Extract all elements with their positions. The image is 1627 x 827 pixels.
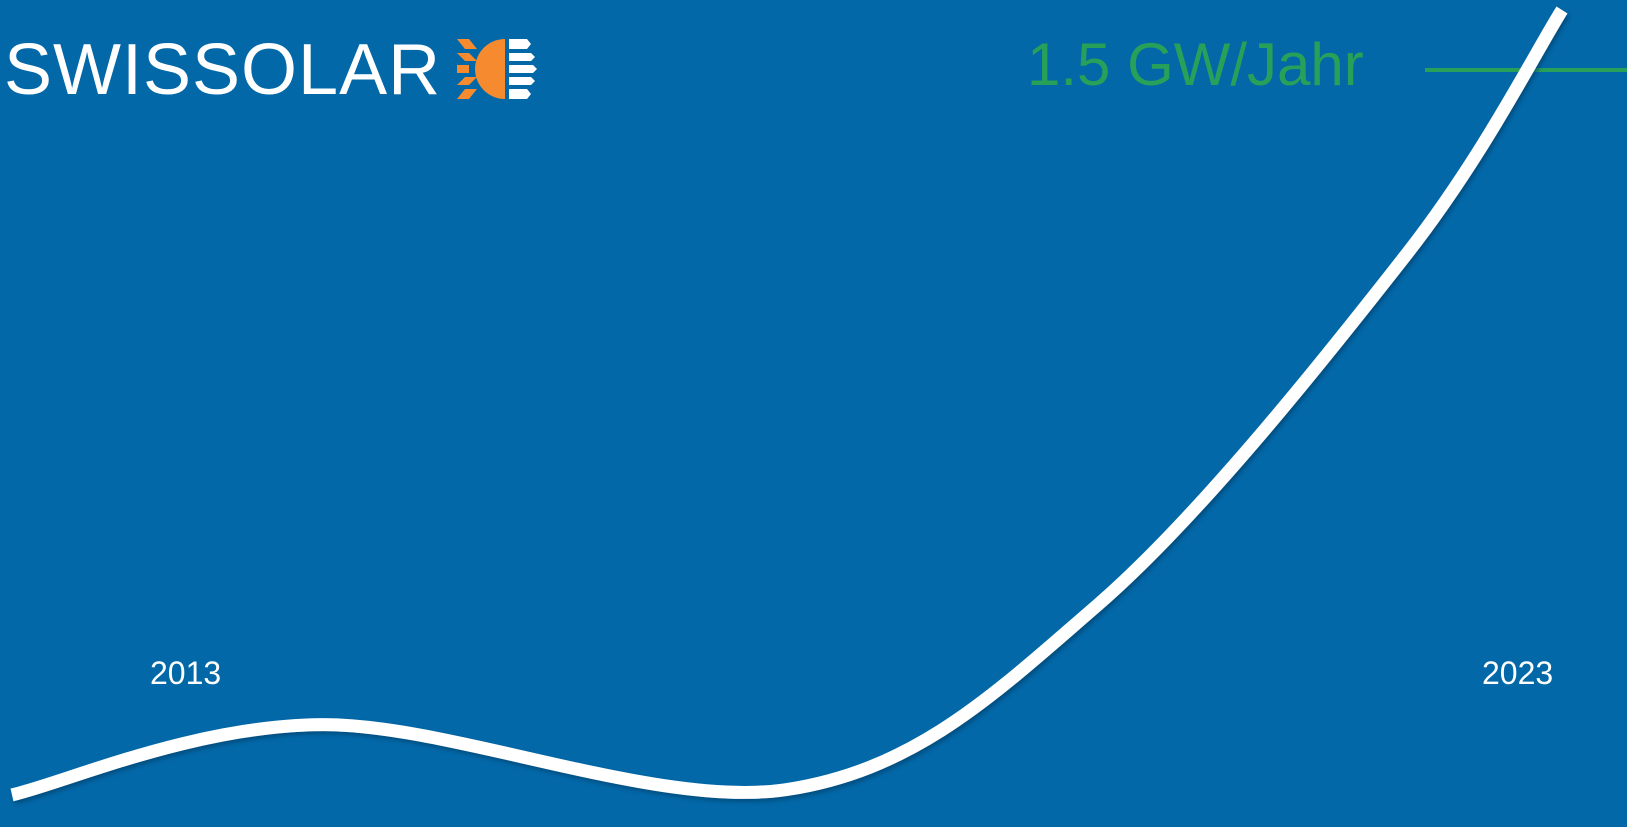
logo-text: SWISSOLAR (4, 30, 442, 110)
panel-bars-icon (509, 39, 538, 99)
capacity-annotation: 1.5 GW/Jahr (1027, 31, 1364, 98)
growth-curve-series (10, 6, 1568, 802)
sun-rays-icon (457, 39, 478, 99)
sun-half-icon (475, 39, 506, 99)
x-tick-label-2023: 2023 (1482, 655, 1554, 691)
x-tick-label-2013: 2013 (150, 655, 222, 691)
swissolar-logo: SWISSOLAR (4, 30, 539, 110)
sun-panel-icon (457, 39, 538, 99)
